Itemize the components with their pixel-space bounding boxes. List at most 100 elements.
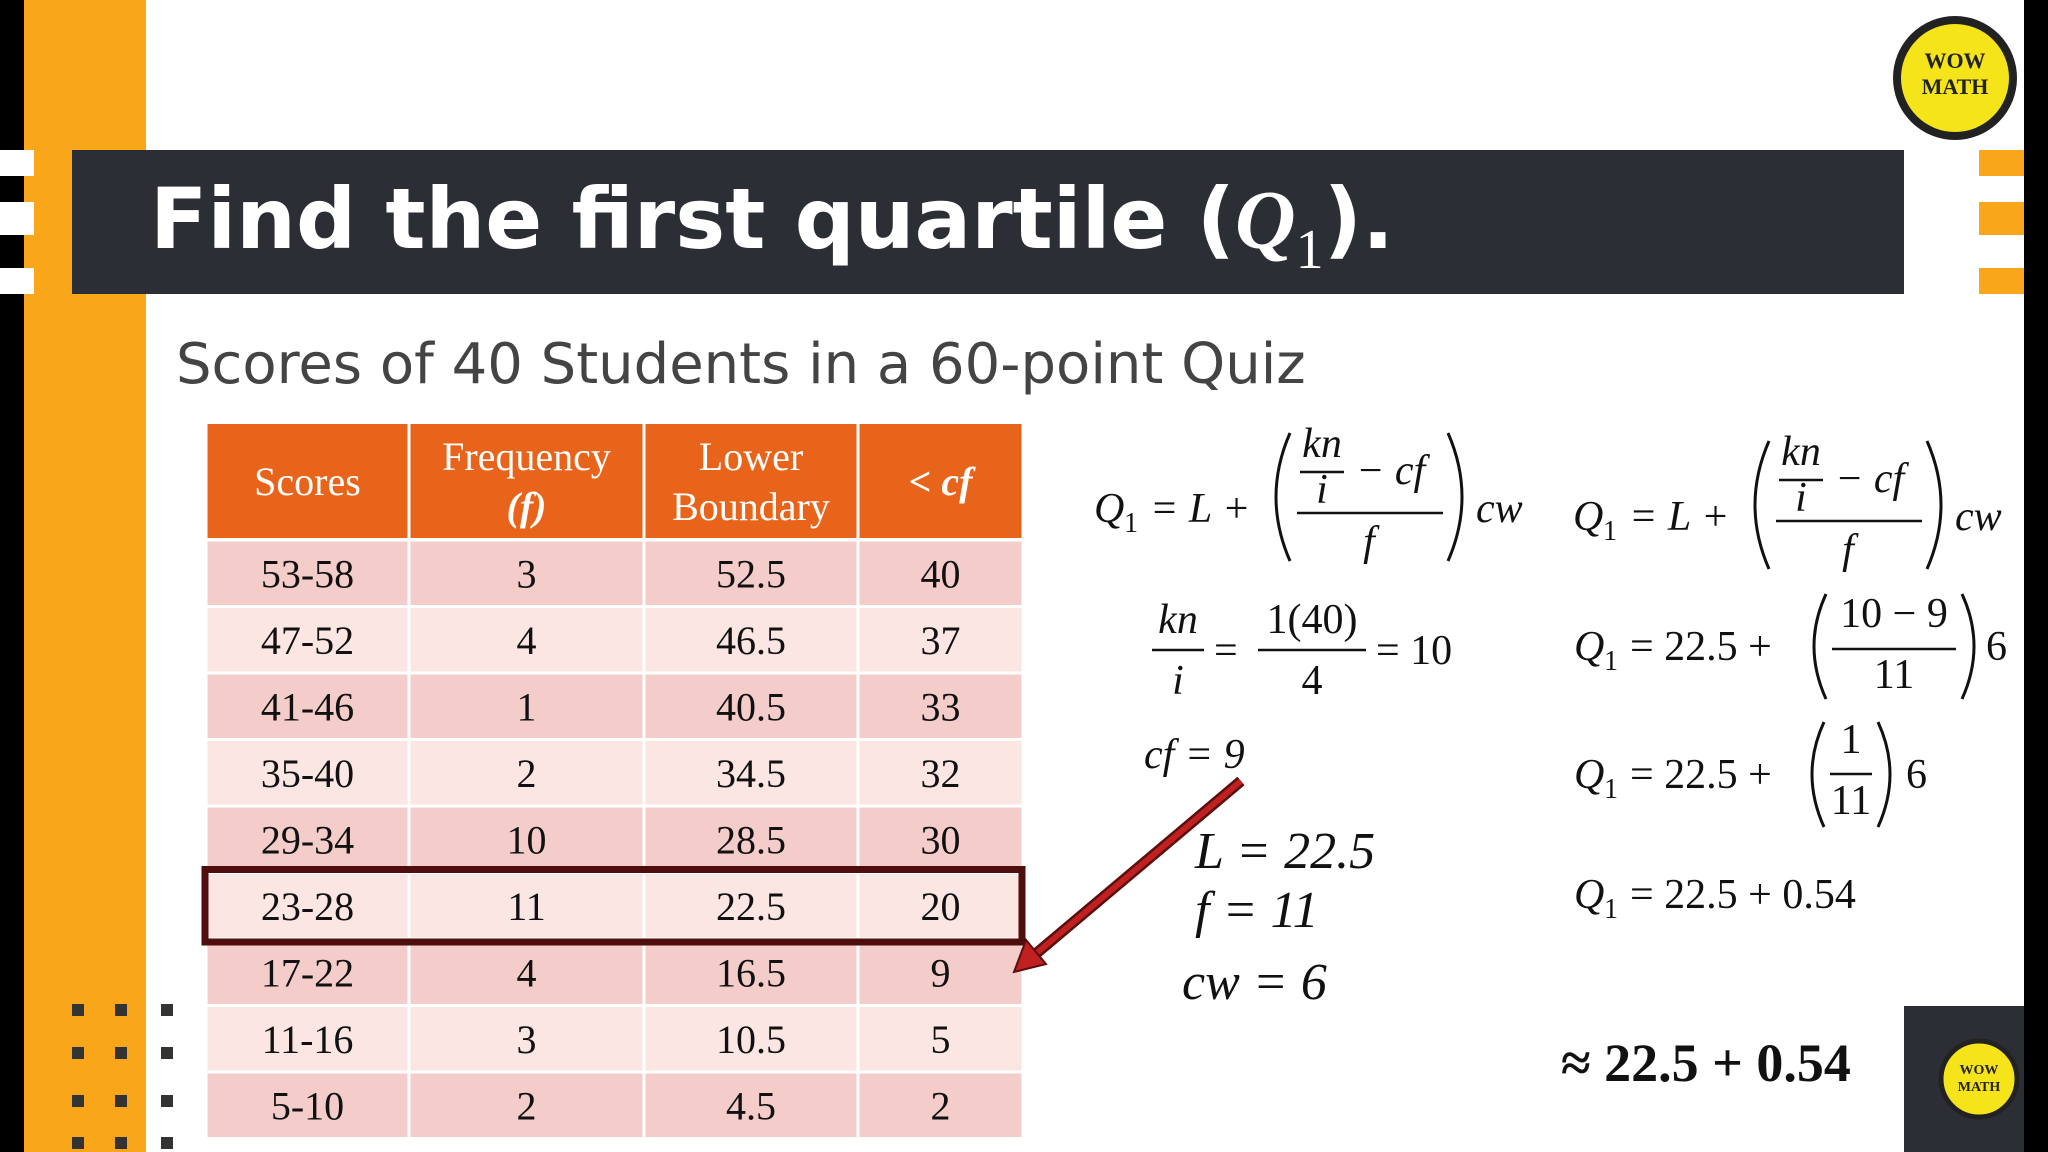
cell-text: 52.5 bbox=[716, 551, 786, 596]
math: kn bbox=[1302, 421, 1342, 467]
cell-text: 2 bbox=[931, 1083, 951, 1128]
math: = L + bbox=[1150, 486, 1250, 532]
formula: kn i = 1(40) 4 = 10 bbox=[1152, 597, 1452, 704]
math: i bbox=[1316, 467, 1328, 513]
decor-dots bbox=[72, 1004, 173, 1149]
cell bbox=[645, 674, 857, 738]
cell bbox=[207, 741, 408, 805]
dot bbox=[72, 1004, 84, 1016]
math: cf = 9 bbox=[1144, 732, 1245, 778]
cell bbox=[207, 1073, 408, 1137]
cell-text: 40 bbox=[921, 551, 961, 596]
paren bbox=[1876, 721, 1892, 828]
cell-text: 16.5 bbox=[716, 950, 786, 995]
cell-text: 5-10 bbox=[271, 1083, 344, 1128]
cell-text: 41-46 bbox=[261, 684, 354, 729]
cell bbox=[410, 874, 643, 938]
cell-text: 3 bbox=[517, 1017, 537, 1062]
header-cell bbox=[207, 424, 408, 538]
logo-text: WOW bbox=[1960, 1063, 1999, 1078]
cell-text: 10 bbox=[507, 817, 547, 862]
dot bbox=[115, 1047, 127, 1059]
formula: Q 1 = 22.5 + 10 − 9 11 6 bbox=[1574, 591, 2007, 700]
math: kn bbox=[1158, 597, 1198, 643]
table: Scores Frequency (f) Lower Boundary < cf 53-58… bbox=[201, 424, 1026, 1137]
logo-text: MATH bbox=[1958, 1080, 2001, 1095]
right-edge bbox=[2024, 0, 2048, 1152]
cell bbox=[859, 674, 1022, 738]
cell bbox=[410, 940, 643, 1004]
cell bbox=[207, 874, 408, 938]
paren bbox=[1810, 721, 1826, 828]
left-edge bbox=[0, 0, 24, 1152]
dot bbox=[161, 1137, 173, 1149]
cell bbox=[645, 741, 857, 805]
cell bbox=[645, 608, 857, 672]
cell bbox=[410, 541, 643, 605]
cell-text: 23-28 bbox=[261, 884, 354, 929]
dot bbox=[72, 1047, 84, 1059]
math: = L + bbox=[1629, 494, 1729, 540]
cell bbox=[859, 874, 1022, 938]
title-text: ). bbox=[1324, 170, 1394, 268]
math: 10 − 9 bbox=[1840, 591, 1948, 637]
cell bbox=[859, 1073, 1022, 1137]
arrow-shaft bbox=[1030, 778, 1243, 960]
cell bbox=[410, 807, 643, 871]
math: 11 bbox=[1874, 652, 1914, 698]
paren bbox=[1274, 432, 1292, 562]
right-mark bbox=[1979, 202, 2024, 235]
math: Q bbox=[1094, 486, 1124, 532]
cell bbox=[645, 1007, 857, 1071]
logo: WOW MATH bbox=[1938, 1038, 2020, 1120]
cell-text: 20 bbox=[921, 884, 961, 929]
dot bbox=[72, 1137, 84, 1149]
arrow-head bbox=[1012, 938, 1048, 974]
header-text: Lower bbox=[699, 434, 803, 479]
cell bbox=[410, 608, 643, 672]
header-text: < cf bbox=[909, 459, 977, 504]
cell-text: 9 bbox=[931, 950, 951, 995]
logo-circle bbox=[1893, 16, 2017, 140]
cell bbox=[859, 807, 1022, 871]
math: 11 bbox=[1831, 778, 1871, 824]
cell-text: 32 bbox=[921, 751, 961, 796]
header-text: Boundary bbox=[672, 484, 830, 529]
paren bbox=[1812, 593, 1828, 700]
dot bbox=[161, 1095, 173, 1107]
cell-text: 29-34 bbox=[261, 817, 354, 862]
math: = 22.5 + bbox=[1630, 624, 1772, 670]
paren bbox=[1446, 432, 1464, 562]
dot bbox=[161, 1047, 173, 1059]
math: i bbox=[1795, 475, 1807, 521]
cell bbox=[645, 807, 857, 871]
formula: Q 1 = 22.5 + 0.54 bbox=[1574, 872, 1856, 925]
title: Find the first quartile (Q1). bbox=[150, 170, 1394, 281]
header-cell bbox=[410, 424, 643, 538]
logo-text: MATH bbox=[1922, 74, 1989, 99]
cell bbox=[645, 541, 857, 605]
right-mark bbox=[1979, 150, 2024, 176]
cell-text: 4.5 bbox=[726, 1083, 776, 1128]
right-mark bbox=[1979, 268, 2024, 294]
title-banner bbox=[72, 150, 1904, 294]
subtitle: Scores of 40 Students in a 60-point Quiz bbox=[176, 332, 1306, 397]
math: Q bbox=[1574, 872, 1604, 918]
math: = 10 bbox=[1376, 628, 1452, 674]
cell bbox=[410, 1007, 643, 1071]
cell-text: 2 bbox=[517, 1083, 537, 1128]
cell bbox=[410, 741, 643, 805]
math: 1(40) bbox=[1267, 597, 1358, 643]
cell-text: 11 bbox=[507, 884, 546, 929]
cell bbox=[207, 608, 408, 672]
cell bbox=[859, 940, 1022, 1004]
answer: ≈ 22.5 + 0.54 bbox=[1561, 1033, 1851, 1093]
arrow bbox=[1012, 776, 1245, 974]
title-text: Find the first quartile ( bbox=[150, 170, 1235, 268]
notch bbox=[0, 150, 34, 176]
cell-text: 37 bbox=[921, 618, 961, 663]
cell bbox=[645, 874, 857, 938]
math: = 22.5 + 0.54 bbox=[1630, 872, 1856, 918]
cell bbox=[859, 541, 1022, 605]
